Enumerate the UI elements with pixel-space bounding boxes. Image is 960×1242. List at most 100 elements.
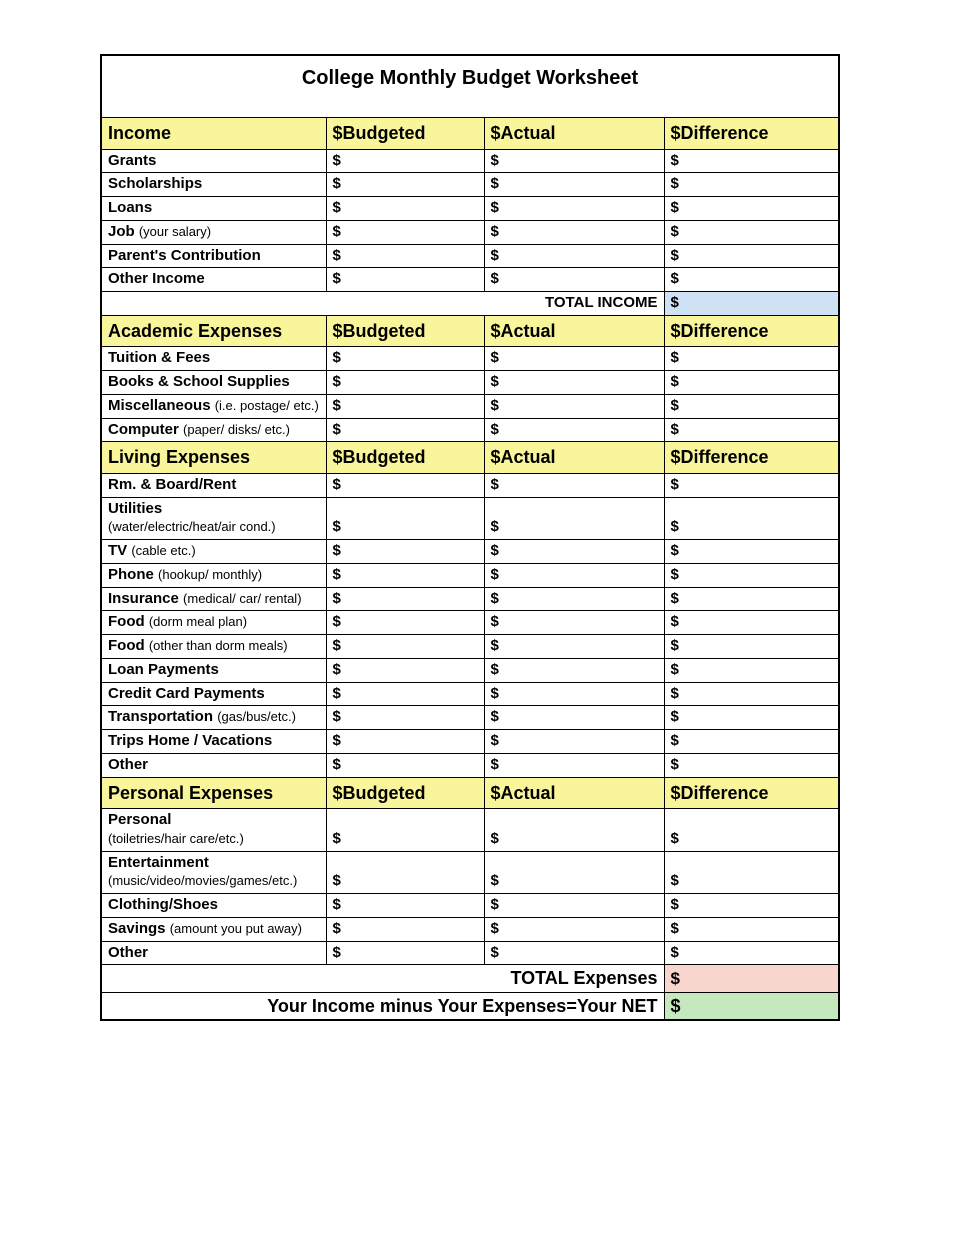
actual-cell[interactable]: $	[484, 540, 664, 564]
difference-cell[interactable]: $	[664, 706, 839, 730]
budgeted-cell[interactable]: $	[326, 394, 484, 418]
budgeted-cell[interactable]: $	[326, 809, 484, 852]
actual-cell[interactable]: $	[484, 244, 664, 268]
difference-cell[interactable]: $	[664, 587, 839, 611]
line-label: Food	[108, 637, 145, 654]
actual-cell[interactable]: $	[484, 611, 664, 635]
budgeted-cell[interactable]: $	[326, 658, 484, 682]
actual-cell[interactable]: $	[484, 197, 664, 221]
difference-cell[interactable]: $	[664, 730, 839, 754]
difference-cell[interactable]: $	[664, 809, 839, 852]
difference-cell[interactable]: $	[664, 917, 839, 941]
difference-cell[interactable]: $	[664, 611, 839, 635]
actual-cell[interactable]: $	[484, 268, 664, 292]
difference-cell[interactable]: $	[664, 682, 839, 706]
actual-cell[interactable]: $	[484, 587, 664, 611]
actual-cell[interactable]: $	[484, 371, 664, 395]
actual-cell[interactable]: $	[484, 851, 664, 894]
difference-cell[interactable]: $	[664, 753, 839, 777]
line-item-label-cell: Job (your salary)	[101, 220, 326, 244]
line-label: Books & School Supplies	[108, 373, 290, 390]
col-budgeted: $Budgeted	[326, 777, 484, 809]
actual-cell[interactable]: $	[484, 497, 664, 540]
line-label: Loans	[108, 199, 152, 216]
actual-cell[interactable]: $	[484, 706, 664, 730]
difference-cell[interactable]: $	[664, 347, 839, 371]
actual-cell[interactable]: $	[484, 418, 664, 442]
budgeted-cell[interactable]: $	[326, 173, 484, 197]
difference-cell[interactable]: $	[664, 473, 839, 497]
difference-cell[interactable]: $	[664, 268, 839, 292]
actual-cell[interactable]: $	[484, 809, 664, 852]
line-item-label-cell: Insurance (medical/ car/ rental)	[101, 587, 326, 611]
budgeted-cell[interactable]: $	[326, 347, 484, 371]
budgeted-cell[interactable]: $	[326, 497, 484, 540]
budgeted-cell[interactable]: $	[326, 851, 484, 894]
actual-cell[interactable]: $	[484, 730, 664, 754]
difference-cell[interactable]: $	[664, 173, 839, 197]
budgeted-cell[interactable]: $	[326, 418, 484, 442]
difference-cell[interactable]: $	[664, 418, 839, 442]
actual-cell[interactable]: $	[484, 473, 664, 497]
budgeted-cell[interactable]: $	[326, 587, 484, 611]
actual-cell[interactable]: $	[484, 220, 664, 244]
budgeted-cell[interactable]: $	[326, 635, 484, 659]
worksheet-title: College Monthly Budget Worksheet	[101, 55, 839, 118]
budgeted-cell[interactable]: $	[326, 197, 484, 221]
budgeted-cell[interactable]: $	[326, 244, 484, 268]
actual-cell[interactable]: $	[484, 173, 664, 197]
difference-cell[interactable]: $	[664, 941, 839, 965]
difference-cell[interactable]: $	[664, 220, 839, 244]
actual-cell[interactable]: $	[484, 394, 664, 418]
difference-cell[interactable]: $	[664, 497, 839, 540]
budgeted-cell[interactable]: $	[326, 563, 484, 587]
actual-cell[interactable]: $	[484, 635, 664, 659]
title-row: College Monthly Budget Worksheet	[101, 55, 839, 118]
budgeted-cell[interactable]: $	[326, 611, 484, 635]
difference-cell[interactable]: $	[664, 658, 839, 682]
actual-cell[interactable]: $	[484, 658, 664, 682]
actual-cell[interactable]: $	[484, 149, 664, 173]
col-actual: $Actual	[484, 442, 664, 474]
budgeted-cell[interactable]: $	[326, 706, 484, 730]
budgeted-cell[interactable]: $	[326, 473, 484, 497]
line-item-label-cell: Entertainment(music/video/movies/games/e…	[101, 851, 326, 894]
col-actual: $Actual	[484, 315, 664, 347]
budgeted-cell[interactable]: $	[326, 220, 484, 244]
budgeted-cell[interactable]: $	[326, 753, 484, 777]
actual-cell[interactable]: $	[484, 347, 664, 371]
line-item-label-cell: Loans	[101, 197, 326, 221]
actual-cell[interactable]: $	[484, 563, 664, 587]
actual-cell[interactable]: $	[484, 753, 664, 777]
budgeted-cell[interactable]: $	[326, 941, 484, 965]
budgeted-cell[interactable]: $	[326, 371, 484, 395]
actual-cell[interactable]: $	[484, 682, 664, 706]
difference-cell[interactable]: $	[664, 635, 839, 659]
difference-cell[interactable]: $	[664, 244, 839, 268]
budgeted-cell[interactable]: $	[326, 894, 484, 918]
difference-cell[interactable]: $	[664, 371, 839, 395]
budgeted-cell[interactable]: $	[326, 730, 484, 754]
line-label: Credit Card Payments	[108, 685, 265, 702]
difference-cell[interactable]: $	[664, 394, 839, 418]
actual-cell[interactable]: $	[484, 917, 664, 941]
difference-cell[interactable]: $	[664, 894, 839, 918]
budgeted-cell[interactable]: $	[326, 268, 484, 292]
line-item-row: Parent's Contribution$$$	[101, 244, 839, 268]
difference-cell[interactable]: $	[664, 563, 839, 587]
difference-cell[interactable]: $	[664, 540, 839, 564]
budgeted-cell[interactable]: $	[326, 682, 484, 706]
budgeted-cell[interactable]: $	[326, 540, 484, 564]
line-label: Clothing/Shoes	[108, 896, 218, 913]
difference-cell[interactable]: $	[664, 197, 839, 221]
line-item-row: Transportation (gas/bus/etc.)$$$	[101, 706, 839, 730]
actual-cell[interactable]: $	[484, 894, 664, 918]
budgeted-cell[interactable]: $	[326, 149, 484, 173]
line-item-label-cell: Other	[101, 941, 326, 965]
budgeted-cell[interactable]: $	[326, 917, 484, 941]
actual-cell[interactable]: $	[484, 941, 664, 965]
difference-cell[interactable]: $	[664, 149, 839, 173]
line-item-label-cell: Rm. & Board/Rent	[101, 473, 326, 497]
line-sublabel: (cable etc.)	[131, 543, 195, 558]
difference-cell[interactable]: $	[664, 851, 839, 894]
